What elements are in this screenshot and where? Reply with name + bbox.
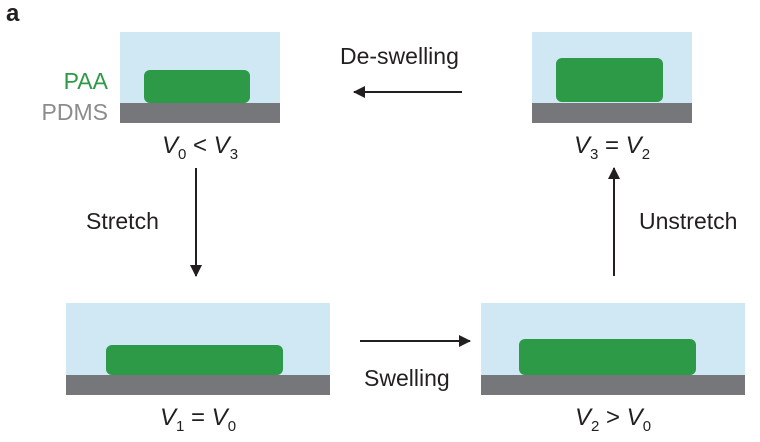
eq-1-relation: =: [190, 404, 205, 431]
eq-3-left-var: V: [573, 132, 590, 159]
eq-1-left-var: V: [159, 404, 176, 431]
eq-2-left-var: V: [574, 404, 591, 431]
state-0-equation: V0 < V3: [120, 132, 280, 163]
swelling-label: Swelling: [364, 365, 450, 391]
state-2-equation: V2 > V0: [481, 404, 745, 435]
eq-2-left-sub: 2: [590, 418, 600, 435]
eq-3-right-sub: 2: [641, 146, 651, 163]
paa-gel-state-3: [556, 58, 663, 102]
state-3-equation: V3 = V2: [532, 132, 692, 163]
pdms-substrate-state-2: [481, 375, 745, 395]
eq-0-left-var: V: [161, 132, 178, 159]
stretch-label: Stretch: [86, 208, 159, 234]
state-2-box: [481, 303, 745, 395]
eq-3-left-sub: 3: [589, 146, 599, 163]
legend-paa-label: PAA: [63, 68, 108, 94]
eq-1-right-sub: 0: [227, 418, 237, 435]
eq-0-left-sub: 0: [177, 146, 187, 163]
eq-2-right-var: V: [626, 404, 643, 431]
eq-1-right-var: V: [211, 404, 228, 431]
eq-2-right-sub: 0: [642, 418, 652, 435]
eq-0-relation: <: [192, 132, 207, 159]
deswelling-label: De-swelling: [340, 43, 459, 69]
eq-2-relation: >: [605, 404, 620, 431]
panel-label: a: [6, 0, 20, 27]
paa-gel-state-0: [144, 70, 250, 103]
pdms-substrate-state-1: [66, 375, 330, 395]
eq-3-relation: =: [604, 132, 619, 159]
pdms-substrate-state-0: [120, 103, 280, 123]
eq-0-right-sub: 3: [229, 146, 239, 163]
eq-0-right-var: V: [213, 132, 230, 159]
state-1-box: [66, 303, 330, 395]
legend-pdms-label: PDMS: [41, 99, 108, 125]
state-3-box: [532, 32, 692, 123]
pdms-substrate-state-3: [532, 103, 692, 123]
eq-3-right-var: V: [625, 132, 642, 159]
state-0-box: [120, 32, 280, 123]
state-1-equation: V1 = V0: [66, 404, 330, 435]
paa-gel-state-2: [519, 339, 696, 375]
paa-gel-state-1: [106, 345, 283, 375]
unstretch-label: Unstretch: [639, 208, 738, 234]
eq-1-left-sub: 1: [175, 418, 185, 435]
